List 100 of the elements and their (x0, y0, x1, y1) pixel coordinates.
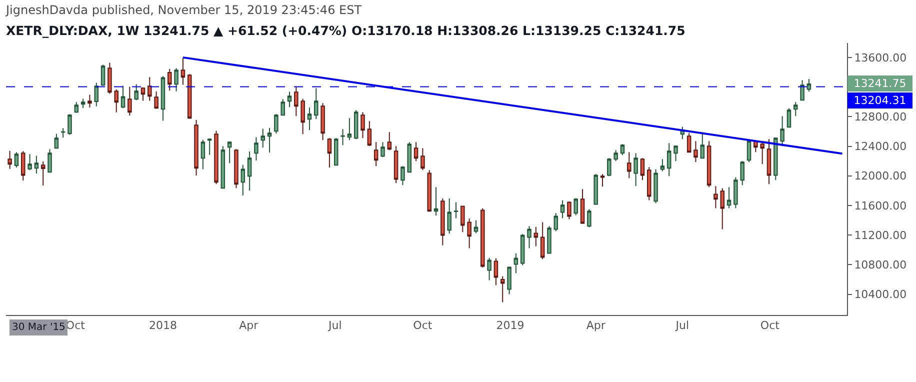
candlestick (88, 94, 92, 108)
x-tick-label: Oct (760, 319, 780, 332)
candlestick (427, 170, 432, 212)
candlestick (340, 128, 345, 146)
candlestick (706, 140, 712, 188)
y-tick-label: 12800.00 (854, 110, 907, 124)
y-tick-label: 11600.00 (854, 199, 907, 212)
candlestick (547, 226, 552, 254)
candlestick (314, 88, 318, 120)
candlestick (48, 148, 52, 173)
y-tick-label: 12400.00 (854, 140, 907, 154)
candlestick (726, 186, 732, 209)
candlestick (527, 226, 532, 249)
candlestick (420, 148, 425, 171)
candlestick (600, 174, 605, 188)
x-tick-label: 2019 (496, 319, 524, 332)
candlestick (367, 120, 372, 147)
y-tick-label: 10400.00 (854, 288, 907, 302)
candlestick (554, 212, 558, 232)
candlestick (68, 114, 72, 136)
x-tick-label: Jul (674, 319, 690, 332)
candlestick (694, 140, 698, 163)
candlestick (160, 76, 166, 122)
candlestick (640, 158, 645, 181)
candlestick (686, 132, 692, 153)
candlestick (100, 64, 106, 86)
candlestick (267, 127, 272, 153)
candlestick (800, 80, 804, 101)
candlestick (627, 152, 632, 179)
candlestick (280, 98, 285, 116)
candlestick (454, 202, 458, 219)
candlestick (407, 142, 412, 174)
candlestick (94, 82, 99, 107)
candlestick (574, 198, 578, 216)
candlestick (360, 112, 365, 139)
candlestick (540, 222, 545, 260)
candlestick (480, 208, 485, 268)
candlestick (534, 226, 538, 247)
candlestick (766, 138, 772, 185)
x-tick-label: Jul (328, 319, 342, 332)
y-tick-label: 11200.00 (854, 228, 907, 242)
y-tick-label: 13600.00 (854, 51, 907, 64)
candlestick (154, 90, 158, 110)
candlestick (347, 118, 352, 141)
candlestick (20, 150, 26, 182)
candlestick (780, 116, 784, 147)
candlestick (654, 168, 658, 204)
x-tick-label: Apr (239, 319, 259, 332)
candlestick (134, 84, 138, 101)
candlestick (80, 98, 86, 109)
candlestick (500, 276, 505, 303)
candlestick (60, 128, 66, 138)
candlestick (394, 146, 398, 184)
y-tick-label: 12000.00 (854, 170, 907, 183)
candlestick (354, 110, 358, 140)
ref-line-label: 13204.31 (854, 94, 906, 107)
candlestick (786, 108, 792, 128)
candlestick (214, 130, 218, 185)
text: 30 Mar '15 (12, 322, 66, 333)
x-tick-label: 2018 (148, 319, 177, 332)
candlestick (294, 86, 298, 117)
candlestick (806, 78, 812, 92)
candlestick (194, 119, 198, 176)
candlestick (140, 86, 146, 102)
candlestick (666, 142, 672, 177)
candlestick (14, 152, 19, 168)
candlestick (740, 160, 744, 186)
candlestick (148, 76, 152, 102)
candlestick (380, 142, 385, 158)
candlestick (414, 142, 418, 162)
candlestick (580, 188, 585, 224)
candlestick (180, 57, 186, 86)
candlestick (307, 106, 312, 131)
candlestick (240, 164, 246, 196)
candlestick (746, 138, 752, 163)
candlestick (74, 102, 79, 114)
candlestick (434, 186, 438, 216)
candlestick (674, 144, 678, 162)
candlestick (374, 142, 378, 167)
candlestick (520, 234, 525, 266)
candlestick (108, 62, 112, 94)
candlestick (720, 188, 724, 230)
candlestick (760, 142, 764, 165)
candlestick (387, 132, 392, 151)
candlestick (8, 150, 12, 170)
candlestick (700, 132, 705, 159)
candlestick (714, 186, 718, 209)
candlestick (774, 136, 778, 181)
chart-subtitle: XETR_DLY:DAX, 1W 13241.75 ▲ +61.52 (+0.47%) O:13170.18 H:13308.26 L:13139.25 C:13241.75 (6, 23, 686, 38)
candlestick (614, 150, 618, 162)
candlestick (620, 144, 625, 156)
candlestick (494, 258, 498, 286)
candlestick (327, 138, 332, 168)
candlestick (187, 74, 192, 120)
candlestick (54, 133, 59, 149)
candlestick (447, 198, 452, 234)
candlestick (168, 68, 172, 91)
candlestick (607, 158, 612, 177)
candlestick (334, 138, 338, 166)
candlestick (287, 91, 292, 108)
